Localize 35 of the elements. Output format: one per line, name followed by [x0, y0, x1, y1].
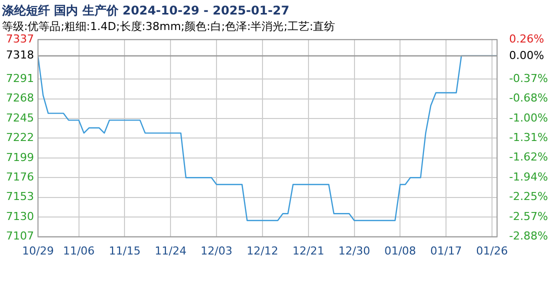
y2-tick-label: -2.88%: [509, 230, 548, 243]
y-tick-label: 7153: [6, 190, 34, 204]
y2-tick-label: -2.57%: [509, 210, 548, 224]
y2-tick-label: -1.31%: [509, 131, 548, 144]
x-tick-label: 01/08: [384, 244, 416, 258]
y-tick-label: 7291: [6, 72, 34, 85]
y-tick-label: 7337: [6, 32, 34, 46]
x-tick-label: 11/15: [108, 244, 141, 258]
y-tick-label: 7199: [6, 150, 34, 164]
x-tick-label: 12/03: [200, 244, 232, 258]
x-tick-label: 11/24: [154, 244, 186, 258]
chart-title: 涤纶短纤 国内 生产价 2024-10-29 - 2025-01-27: [1, 3, 290, 18]
x-tick-label: 01/17: [430, 244, 462, 258]
y-tick-label: 7222: [6, 131, 34, 144]
y2-tick-label: -1.00%: [509, 112, 548, 125]
y-tick-label: 7130: [6, 210, 34, 223]
y2-tick-label: -0.37%: [509, 72, 548, 86]
y-tick-label: 7268: [6, 92, 34, 105]
y2-tick-label: 0.00%: [509, 48, 544, 62]
y-tick-label: 7245: [6, 111, 34, 124]
y2-tick-label: -0.68%: [509, 91, 548, 104]
x-tick-label: 12/21: [292, 244, 324, 258]
x-tick-label: 12/30: [338, 244, 370, 258]
chart-subtitle: 等级:优等品;粗细:1.4D;长度:38mm;颜色:白;色泽:半消光;工艺:直纺: [2, 20, 336, 33]
x-tick-label: 01/26: [476, 244, 508, 258]
x-tick-label: 12/12: [246, 244, 278, 258]
y2-tick-label: -2.25%: [509, 190, 548, 204]
y-tick-label: 7107: [6, 230, 34, 243]
x-tick-label: 10/29: [22, 244, 54, 258]
y-tick-label: 7176: [6, 170, 34, 184]
y2-tick-label: 0.26%: [509, 32, 544, 46]
y2-tick-label: -1.94%: [509, 170, 548, 184]
x-tick-label: 11/06: [62, 244, 95, 258]
y2-tick-label: -1.62%: [509, 150, 548, 164]
y-tick-label: 7318: [6, 48, 34, 62]
